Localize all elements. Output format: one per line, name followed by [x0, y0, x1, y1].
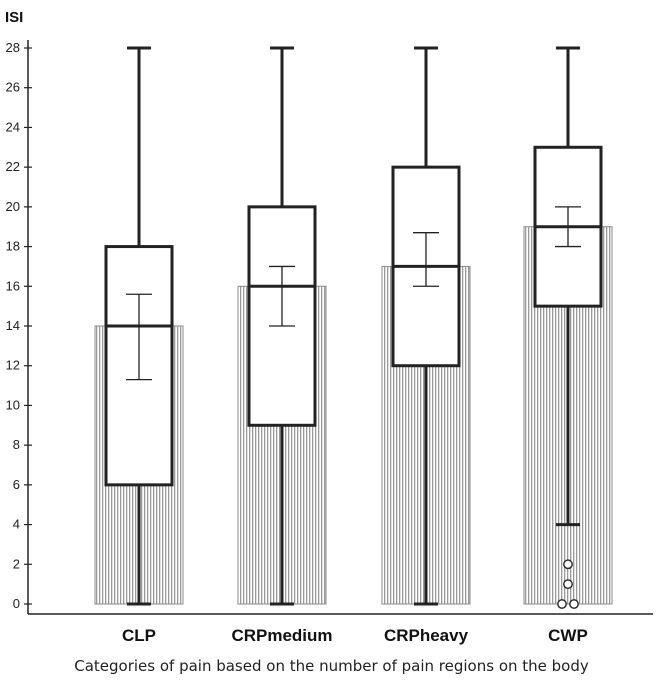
x-tick-label: CRPmedium: [231, 626, 332, 645]
y-tick-label: 16: [6, 278, 20, 293]
y-tick-label: 14: [6, 318, 20, 333]
outlier-point: [563, 559, 573, 570]
outlier-point: [563, 579, 573, 590]
y-tick-label: 8: [13, 437, 20, 452]
x-tick-label: CRPheavy: [384, 626, 469, 645]
y-tick-label: 24: [6, 119, 20, 134]
y-tick-label: 0: [13, 596, 20, 611]
y-tick-label: 20: [6, 199, 20, 214]
x-tick-label: CLP: [122, 626, 156, 645]
x-tick-label: CWP: [548, 626, 588, 645]
y-axis-label: ISI: [5, 9, 23, 26]
outlier-point: [557, 599, 567, 609]
outlier-point: [569, 599, 579, 609]
y-tick-label: 6: [13, 477, 20, 492]
y-tick-label: 12: [6, 358, 20, 373]
y-tick-label: 10: [6, 397, 20, 412]
y-tick-label: 2: [13, 556, 20, 571]
y-tick-label: 18: [6, 239, 20, 254]
y-tick-label: 4: [13, 517, 20, 532]
y-tick-label: 28: [6, 40, 20, 55]
y-tick-label: 22: [6, 159, 20, 174]
x-axis-title: Categories of pain based on the number o…: [74, 657, 589, 675]
y-tick-label: 26: [6, 80, 20, 95]
